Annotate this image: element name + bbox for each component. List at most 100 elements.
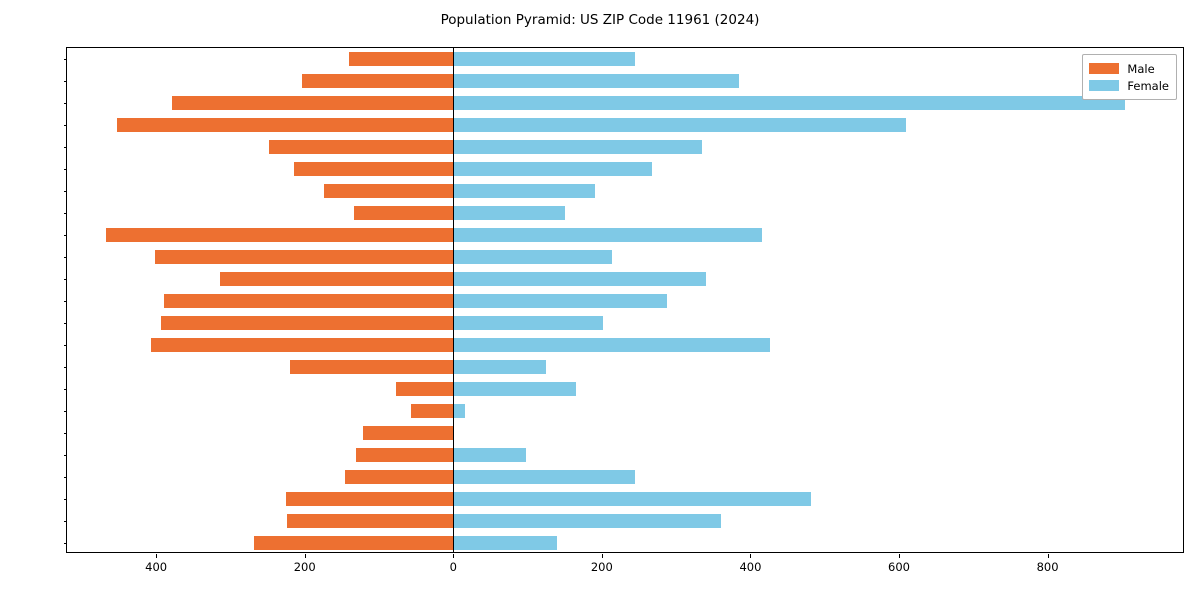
bar-female — [453, 316, 604, 330]
bar-male — [286, 492, 454, 506]
pyramid-row — [67, 536, 1183, 550]
y-axis-tick-mark — [63, 367, 67, 368]
y-axis-tick-mark — [63, 59, 67, 60]
x-axis-tick-mark — [601, 554, 603, 558]
y-axis-tick-mark — [63, 103, 67, 104]
pyramid-row — [67, 404, 1183, 418]
y-axis-tick-mark — [63, 521, 67, 522]
y-axis-tick-mark — [63, 213, 67, 214]
pyramid-row — [67, 52, 1183, 66]
bar-male — [344, 470, 454, 484]
bar-male — [410, 404, 454, 418]
pyramid-row — [67, 74, 1183, 88]
bar-male — [289, 360, 454, 374]
bar-female — [453, 52, 635, 66]
pyramid-row — [67, 338, 1183, 352]
bar-female — [453, 74, 740, 88]
pyramid-row — [67, 140, 1183, 154]
x-axis-tick-label: 400 — [739, 560, 762, 574]
pyramid-row — [67, 118, 1183, 132]
bar-female — [453, 228, 762, 242]
legend-swatch-icon — [1089, 80, 1120, 91]
bar-female — [453, 140, 703, 154]
bar-female — [453, 382, 576, 396]
bar-female — [453, 206, 566, 220]
y-axis-tick-mark — [63, 543, 67, 544]
pyramid-row — [67, 470, 1183, 484]
bar-male — [161, 316, 454, 330]
legend-item-female[interactable]: Female — [1089, 77, 1169, 94]
bar-male — [396, 382, 454, 396]
pyramid-row — [67, 162, 1183, 176]
x-axis-tick-mark — [1047, 554, 1049, 558]
pyramid-row — [67, 184, 1183, 198]
bar-female — [453, 272, 706, 286]
x-axis-tick-label: 600 — [888, 560, 910, 574]
x-axis-tick-mark — [750, 554, 752, 558]
y-axis-tick-mark — [63, 411, 67, 412]
y-axis-tick-mark — [63, 235, 67, 236]
y-axis-tick-mark — [63, 301, 67, 302]
y-axis-tick-mark — [63, 169, 67, 170]
pyramid-row — [67, 228, 1183, 242]
y-axis-tick-mark — [63, 191, 67, 192]
y-axis-tick-mark — [63, 455, 67, 456]
x-axis-tick-label: 200 — [293, 560, 316, 574]
bar-male — [355, 448, 454, 462]
bar-female — [453, 448, 527, 462]
bar-female — [453, 162, 653, 176]
bar-female — [453, 294, 668, 308]
y-axis-tick-mark — [63, 81, 67, 82]
y-axis-tick-mark — [63, 433, 67, 434]
x-axis-tick-mark — [899, 554, 900, 558]
pyramid-row — [67, 206, 1183, 220]
y-axis-tick-mark — [63, 499, 67, 500]
legend-label: Female — [1127, 78, 1169, 93]
pyramid-row — [67, 360, 1183, 374]
bar-male — [164, 294, 454, 308]
bar-male — [116, 118, 454, 132]
bar-male — [348, 52, 454, 66]
pyramid-row — [67, 426, 1183, 440]
x-axis-tick-mark — [156, 554, 158, 558]
bar-male — [172, 96, 454, 110]
pyramid-row — [67, 316, 1183, 330]
bar-male — [324, 184, 454, 198]
bar-male — [220, 272, 454, 286]
bar-female — [453, 492, 812, 506]
bar-female — [453, 96, 1125, 110]
x-axis-tick-label: 400 — [145, 560, 168, 574]
bar-male — [294, 162, 454, 176]
plot-area: 85+80-8475-7970-7467-6965-6662-6460-6155… — [63, 47, 1184, 574]
pyramid-row — [67, 514, 1183, 528]
x-axis-tick-label: 800 — [1036, 560, 1059, 574]
bar-female — [453, 184, 596, 198]
pyramid-row — [67, 272, 1183, 286]
legend-item-male[interactable]: Male — [1089, 60, 1169, 77]
pyramid-row — [67, 250, 1183, 264]
legend-label: Male — [1127, 61, 1155, 76]
bar-male — [354, 206, 454, 220]
x-axis-tick-mark — [453, 554, 455, 558]
bar-female — [453, 250, 613, 264]
legend-swatch-icon — [1089, 63, 1120, 74]
pyramid-row — [67, 492, 1183, 506]
bar-male — [269, 140, 454, 154]
pyramid-row — [67, 96, 1183, 110]
y-axis-tick-mark — [63, 257, 67, 258]
pyramid-row — [67, 448, 1183, 462]
bar-male — [155, 250, 454, 264]
pyramid-row — [67, 382, 1183, 396]
y-axis-tick-mark — [63, 389, 67, 390]
y-axis-tick-mark — [63, 125, 67, 126]
y-axis-tick-mark — [63, 345, 67, 346]
bar-female — [453, 536, 557, 550]
x-axis-tick-label: 200 — [590, 560, 613, 574]
zero-axis-line — [453, 48, 455, 552]
y-axis-tick-mark — [63, 279, 67, 280]
bar-female — [453, 404, 466, 418]
bar-female — [453, 118, 907, 132]
pyramid-row — [67, 294, 1183, 308]
legend: Male Female — [1082, 54, 1177, 100]
